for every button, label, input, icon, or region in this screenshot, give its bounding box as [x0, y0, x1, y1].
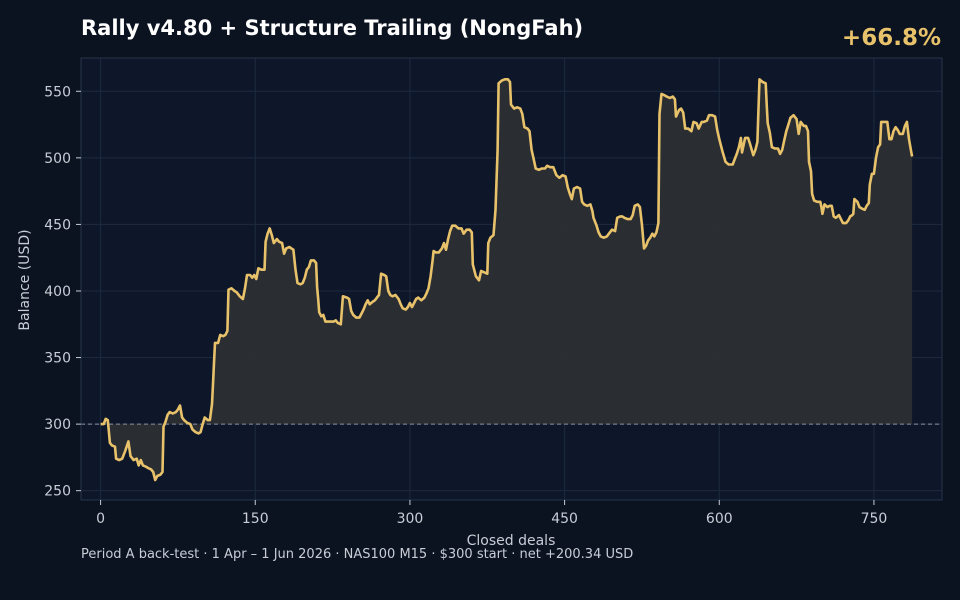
y-tick-label: 500 — [44, 151, 71, 167]
x-axis-label: Closed deals — [467, 533, 556, 549]
x-tick-label: 150 — [242, 511, 269, 527]
x-tick-label: 450 — [551, 511, 578, 527]
footer-caption: Period A back-test · 1 Apr – 1 Jun 2026 … — [81, 547, 633, 562]
y-tick-label: 300 — [44, 417, 71, 433]
y-tick-label: 350 — [44, 351, 71, 367]
x-tick-label: 750 — [861, 511, 888, 527]
axis-ticks: 0 150 300 450 600 750 250 300 350 400 450 500 550 — [44, 84, 887, 527]
x-tick-label: 0 — [96, 511, 105, 527]
equity-line — [100, 78, 914, 482]
x-tick-label: 300 — [397, 511, 424, 527]
x-tick-label: 600 — [706, 511, 733, 527]
return-percentage: +66.8% — [842, 25, 941, 51]
chart-title: Rally v4.80 + Structure Trailing (NongFa… — [81, 16, 583, 40]
equity-area-fill — [100, 79, 913, 481]
y-axis-label: Balance (USD) — [17, 229, 33, 330]
y-tick-label: 550 — [44, 84, 71, 100]
y-tick-label: 250 — [44, 484, 71, 500]
plot-frame — [80, 57, 943, 501]
y-tick-label: 450 — [44, 217, 71, 233]
y-tick-label: 400 — [44, 284, 71, 300]
